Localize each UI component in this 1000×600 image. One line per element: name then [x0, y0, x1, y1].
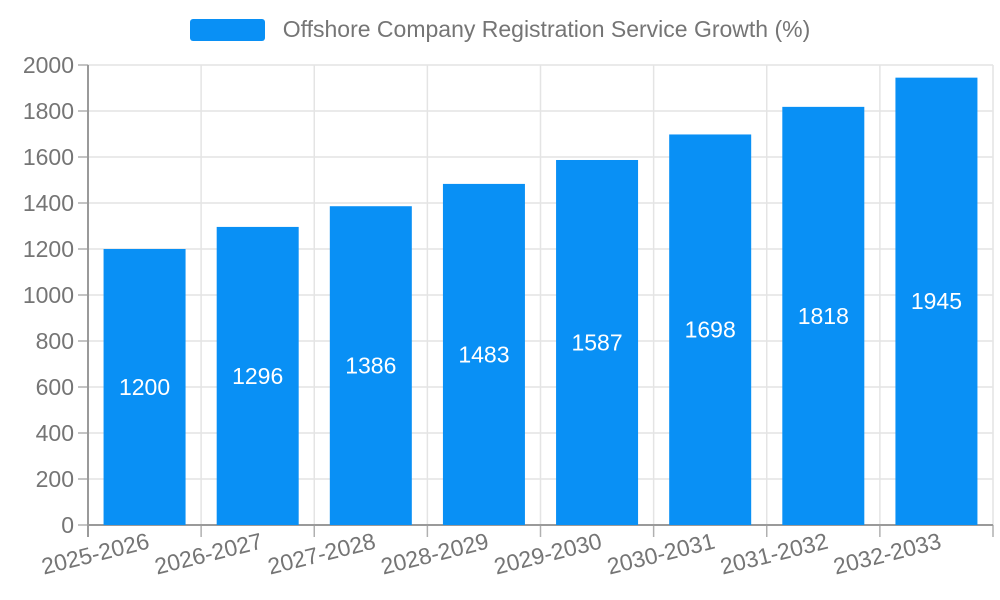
- bar[interactable]: [216, 226, 299, 526]
- bar-value-label: 1945: [911, 288, 962, 314]
- bar-value-label: 1200: [119, 374, 170, 400]
- bar[interactable]: [556, 159, 639, 526]
- bar[interactable]: [442, 183, 525, 525]
- bar[interactable]: [329, 206, 412, 525]
- y-tick-label: 200: [36, 466, 74, 492]
- x-tick-label: 2025-2026: [39, 528, 152, 580]
- x-tick-label: 2032-2033: [831, 528, 944, 580]
- x-tick-label: 2027-2028: [265, 528, 378, 580]
- y-tick-label: 1200: [23, 236, 74, 262]
- bar-value-label: 1818: [798, 303, 849, 329]
- x-tick-label: 2031-2032: [717, 528, 830, 580]
- bar-value-label: 1587: [571, 329, 622, 355]
- bar[interactable]: [103, 249, 186, 525]
- y-tick-label: 0: [61, 512, 74, 538]
- y-tick-label: 1000: [23, 282, 74, 308]
- bar[interactable]: [782, 106, 865, 526]
- y-tick-label: 800: [36, 328, 74, 354]
- y-tick-label: 2000: [23, 52, 74, 78]
- x-tick-label: 2026-2027: [152, 528, 265, 580]
- x-tick-label: 2028-2029: [378, 528, 491, 580]
- y-tick-label: 1800: [23, 98, 74, 124]
- bar-value-label: 1386: [345, 352, 396, 378]
- y-tick-label: 600: [36, 374, 74, 400]
- y-tick-label: 400: [36, 420, 74, 446]
- bar-value-label: 1483: [458, 341, 509, 367]
- legend-label: Offshore Company Registration Service Gr…: [282, 16, 811, 42]
- legend[interactable]: Offshore Company Registration Service Gr…: [0, 16, 1000, 43]
- bar[interactable]: [895, 77, 978, 526]
- bar-value-label: 1698: [685, 317, 736, 343]
- bar[interactable]: [669, 134, 752, 525]
- y-tick-label: 1600: [23, 144, 74, 170]
- bar-value-label: 1296: [232, 363, 283, 389]
- y-tick-label: 1400: [23, 190, 74, 216]
- x-tick-label: 2029-2030: [491, 528, 604, 580]
- legend-swatch: [189, 18, 265, 41]
- x-tick-label: 2030-2031: [604, 528, 717, 580]
